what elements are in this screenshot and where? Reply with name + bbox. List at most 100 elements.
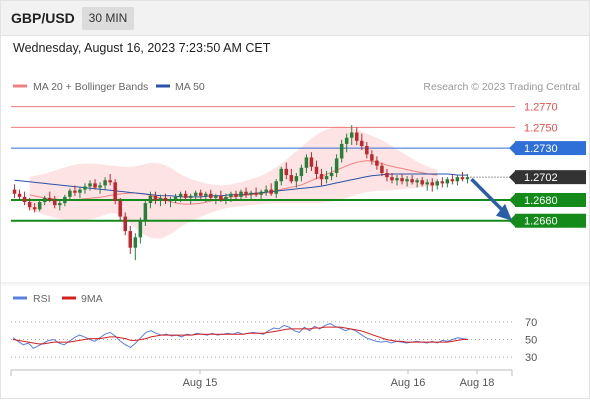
candle-body: [168, 198, 173, 202]
candle-body: [269, 189, 273, 194]
candle: [309, 152, 314, 171]
rsi-tick-70: 70: [525, 317, 537, 329]
candle: [365, 141, 369, 159]
candle: [73, 185, 77, 196]
level-box-3: [515, 192, 586, 207]
candle: [354, 127, 359, 145]
candle: [349, 125, 354, 145]
bollinger-band-area: [29, 126, 438, 239]
candle-body: [314, 166, 319, 175]
candle-body: [360, 140, 364, 147]
candle: [63, 194, 67, 207]
candle-body: [450, 179, 455, 182]
candle-body: [63, 196, 67, 204]
candle: [113, 179, 117, 205]
candle-body: [430, 182, 435, 186]
candle: [339, 139, 344, 163]
candle: [370, 150, 374, 165]
candle-body: [279, 168, 284, 182]
candle-body: [88, 183, 92, 187]
candle-body: [204, 193, 208, 196]
candle-body: [344, 137, 349, 144]
candle-body: [214, 195, 218, 198]
candle-body: [289, 175, 294, 182]
rsi-ma-line: [12, 326, 468, 345]
candle: [143, 199, 148, 226]
candle-body: [365, 146, 369, 155]
candle-body: [380, 165, 384, 173]
chart-header: GBP/USD 30 MIN: [0, 0, 590, 36]
candle-body: [32, 207, 37, 210]
candle: [395, 175, 399, 186]
candle: [209, 189, 213, 200]
candle-body: [415, 180, 419, 183]
candle: [385, 168, 389, 182]
candle-body: [68, 190, 72, 197]
level-label-3: 1.2680: [524, 195, 558, 207]
candle-body: [375, 160, 379, 166]
candle-body: [299, 167, 304, 177]
forecast-arrow-shaft: [470, 177, 504, 211]
x-label-0: Aug 15: [183, 377, 218, 389]
candle-body: [254, 192, 258, 195]
candle-body: [83, 186, 87, 190]
candle: [445, 177, 450, 188]
candle: [440, 177, 445, 188]
candle: [138, 217, 143, 244]
candle-body: [98, 185, 102, 188]
candle: [334, 154, 339, 178]
candle: [269, 183, 273, 196]
candle-body: [37, 202, 42, 210]
candle-body: [229, 193, 233, 197]
candle-body: [244, 191, 248, 195]
candle-body: [158, 197, 163, 200]
candle-body: [22, 196, 27, 203]
rsi-line: [12, 323, 469, 349]
candle: [249, 190, 253, 202]
candle-body: [249, 192, 253, 195]
level-label-1: 1.2750: [524, 122, 558, 134]
candle-body: [304, 157, 309, 168]
candle: [410, 175, 414, 185]
candle: [304, 154, 309, 173]
forecast-arrow-head: [496, 203, 512, 221]
candle-body: [178, 193, 183, 197]
candle-body: [138, 220, 143, 238]
candle-body: [143, 203, 148, 221]
candle-body: [284, 168, 289, 176]
candle-body: [465, 177, 470, 180]
timeframe-badge[interactable]: 30 MIN: [82, 7, 134, 30]
candle-body: [128, 231, 133, 248]
symbol-title: GBP/USD: [11, 10, 75, 26]
candle: [58, 201, 62, 211]
candle: [183, 190, 188, 200]
candle: [98, 182, 102, 194]
candle-body: [455, 177, 460, 182]
candle: [460, 171, 465, 182]
candle: [400, 174, 404, 185]
candle-body: [118, 201, 122, 217]
candle-body: [239, 191, 243, 197]
level-box-2: [515, 141, 586, 156]
candle-body: [198, 192, 203, 196]
candle-body: [53, 199, 57, 206]
candle-body: [324, 176, 329, 180]
rsi-tick-50: 50: [525, 335, 537, 347]
candle: [279, 166, 284, 186]
candle: [118, 197, 122, 221]
candle-body: [219, 195, 223, 200]
candle: [420, 177, 424, 187]
candle-body: [405, 179, 409, 182]
candle: [93, 179, 97, 190]
legend-rsi-label: RSI: [33, 293, 51, 305]
legend-bollinger-label: MA 20 + Bollinger Bands: [33, 81, 148, 93]
candle: [319, 168, 324, 186]
candle-body: [93, 183, 97, 188]
candle: [405, 176, 409, 187]
candle: [47, 191, 52, 203]
candle: [455, 175, 460, 186]
candle: [193, 190, 198, 202]
candle-body: [148, 195, 153, 204]
candle: [299, 164, 304, 182]
candle-body: [274, 181, 278, 194]
